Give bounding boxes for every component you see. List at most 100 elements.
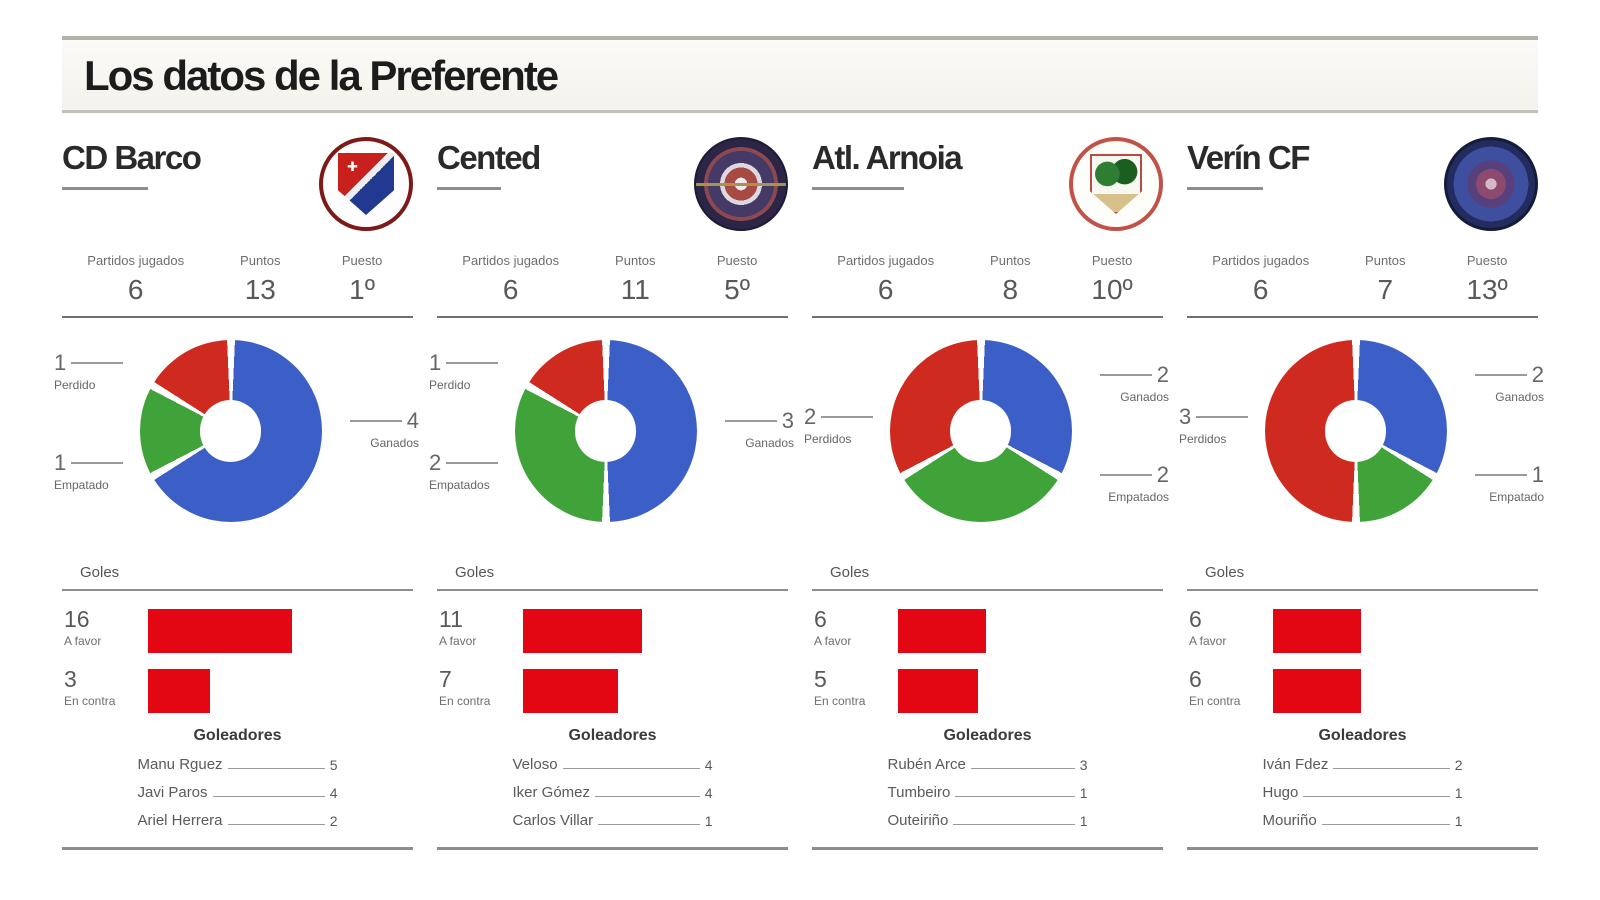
goals-for-label: A favor [814,634,852,649]
column-bottom-divider [1187,847,1538,850]
slice-label: Empatado [1489,490,1544,504]
slice-value: 2 [804,404,817,429]
scorer-goals: 1 [1454,813,1463,829]
goals-against-label: En contra [64,694,116,709]
donut-slice-label: 2 Empatados [1099,462,1169,504]
team-name-underline [1187,187,1263,190]
stat-played-label: Partidos jugados [837,253,935,268]
goals-heading: Goles [1205,564,1245,581]
slice-label: Perdido [429,378,471,392]
team-header: Verín CF [1187,137,1538,249]
slice-value: 2 [1156,462,1169,487]
donut-slice-label: 1 Perdido [54,350,124,392]
team-title-block: CD Barco [62,137,202,190]
scorer-row: Mouriño 1 [1263,812,1463,829]
team-name: Atl. Arnoia [812,139,963,176]
stat-played-value: 6 [502,274,519,305]
leader-line [970,768,1075,769]
donut-slice-label: 4 Ganados [349,408,419,450]
slice-value: 1 [54,450,67,475]
team-column-cented: Cented Partidos jugados 6 Puntos 11 Pues… [429,133,794,850]
leader-line [1474,474,1527,476]
leader-line [227,768,325,769]
stat-played: Partidos jugados 6 [62,253,209,306]
scorer-name: Javi Paros [137,784,208,801]
page-title: Los datos de la Preferente [84,52,559,99]
scorer-goals: 1 [704,813,713,829]
donut-slice-label: 1 Empatado [1474,462,1544,504]
goals-against-value: 7 [439,666,452,692]
stat-position: Puesto 13º [1436,253,1538,306]
scorer-row: Ariel Herrera 2 [138,812,338,829]
scorer-name: Iker Gómez [512,784,591,801]
stat-points-value: 13 [244,274,276,305]
scorer-goals: 3 [1079,757,1088,773]
leader-line [1333,768,1450,769]
scorer-row: Veloso 4 [513,756,713,773]
stat-played: Partidos jugados 6 [437,253,584,306]
goals-against-row: 5 En contra [812,667,1163,713]
goals-for-meta: 6 A favor [1187,607,1273,653]
results-donut-chart: 3 Perdidos 2 Ganados 1 Empatado [1179,332,1544,560]
goals-against-bar [1273,669,1361,713]
slice-label: Empatado [54,478,109,492]
scorer-name: Carlos Villar [512,812,594,829]
stat-position: Puesto 1º [311,253,413,306]
donut-slice-label: 2 Empatados [429,450,499,492]
stat-points: Puntos 11 [584,253,686,306]
goals-against-meta: 5 En contra [812,667,898,713]
team-name: Cented [437,139,541,176]
goals-bar-chart: 16 A favor 3 En contra [62,607,413,713]
leader-line [562,768,700,769]
column-bottom-divider [812,847,1163,850]
goals-for-value: 6 [814,606,827,632]
stat-points-label: Puntos [1365,253,1406,268]
scorer-row: Manu Rguez 5 [138,756,338,773]
goals-for-bar [148,609,292,653]
leader-line [1099,374,1152,376]
leader-line [1303,796,1450,797]
stat-played-value: 6 [877,274,894,305]
slice-value: 1 [429,350,442,375]
goals-against-row: 3 En contra [62,667,413,713]
goals-against-bar [523,669,618,713]
donut-slice-label: 3 Ganados [724,408,794,450]
goals-against-bar [898,669,978,713]
stat-points: Puntos 13 [209,253,311,306]
scorer-row: Outeiriño 1 [888,812,1088,829]
team-name-underline [437,187,501,190]
masthead: Los datos de la Preferente [62,40,1538,110]
leader-line [1321,824,1450,825]
verin-cf-crest-icon [1444,137,1538,231]
scorer-goals: 1 [1454,785,1463,801]
goals-for-label: A favor [439,634,477,649]
scorer-name: Outeiriño [887,812,949,829]
team-title-block: Cented [437,137,541,190]
donut-slice-label: 3 Perdidos [1179,404,1249,446]
scorer-row: Iker Gómez 4 [513,784,713,801]
slice-label: Perdidos [804,432,852,446]
column-bottom-divider [437,847,788,850]
slice-value: 3 [1179,404,1192,429]
team-header: CD Barco [62,137,413,249]
stats-row: Partidos jugados 6 Puntos 7 Puesto 13º [1187,253,1538,306]
donut-slice-label: 2 Perdidos [804,404,874,446]
scorer-goals: 5 [329,757,338,773]
slice-value: 3 [781,408,794,433]
scorer-name: Manu Rguez [137,756,223,773]
slice-value: 2 [1156,362,1169,387]
scorer-name: Mouriño [1262,812,1317,829]
donut [514,340,697,522]
cd-barco-crest-icon [319,137,413,231]
stat-position-label: Puesto [716,253,758,268]
stats-divider [812,316,1163,318]
goals-against-label: En contra [439,694,491,709]
scorer-row: Carlos Villar 1 [513,812,713,829]
goals-heading: Goles [455,564,495,581]
results-donut-chart: 2 Perdidos 2 Ganados 2 Empatados [804,332,1169,560]
stat-played-label: Partidos jugados [1212,253,1310,268]
slice-value: 1 [1531,462,1544,487]
goals-for-bar [898,609,986,653]
scorer-row: Rubén Arce 3 [888,756,1088,773]
scorer-goals: 2 [329,813,338,829]
